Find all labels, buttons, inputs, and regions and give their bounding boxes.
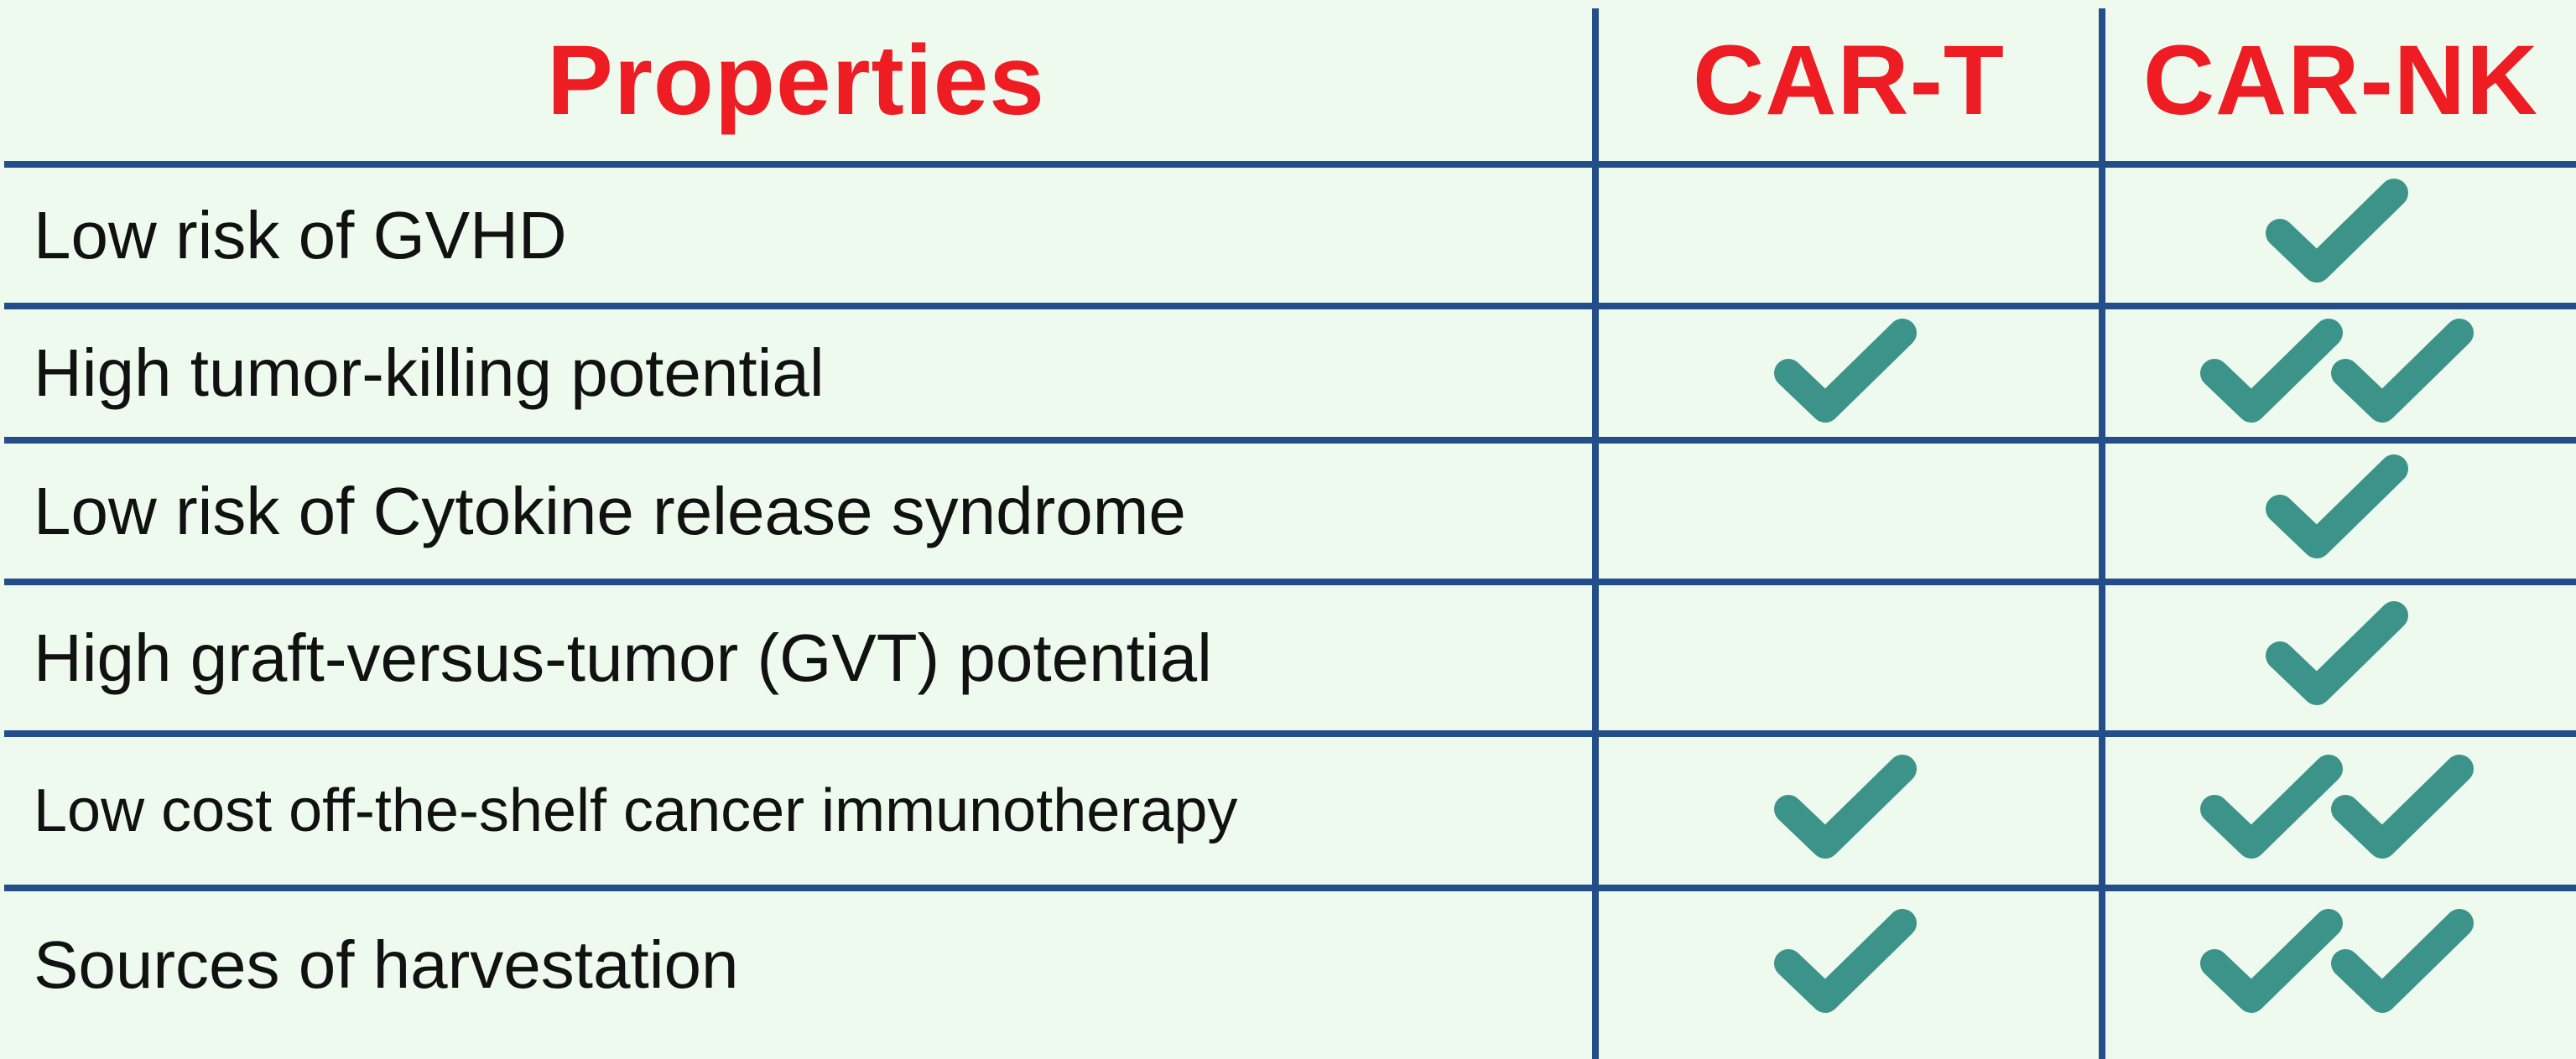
row-divider xyxy=(4,579,2576,585)
checkmark-icon xyxy=(1774,909,1917,1013)
column-divider-car-nk xyxy=(2099,8,2105,1059)
checkmark-icon xyxy=(2200,909,2343,1013)
row-label: High tumor-killing potential xyxy=(34,335,825,410)
checkmark-icon xyxy=(2266,454,2408,558)
header-divider xyxy=(4,161,2576,168)
checkmark-icon xyxy=(2331,319,2474,423)
checkmark-icon xyxy=(1774,755,1917,859)
checkmark-icon xyxy=(2200,755,2343,859)
checkmark-icon xyxy=(2331,755,2474,859)
checkmark-icon xyxy=(2200,319,2343,423)
checkmark-icon xyxy=(2266,601,2408,705)
column-divider-car-t xyxy=(1592,8,1599,1059)
row-label: Low risk of Cytokine release syndrome xyxy=(34,473,1186,548)
row-label: Sources of harvestation xyxy=(34,927,739,1002)
row-label: High graft-versus-tumor (GVT) potential xyxy=(34,620,1212,695)
row-divider xyxy=(4,730,2576,737)
header-car-t: CAR-T xyxy=(1692,25,2006,136)
row-label: Low risk of GVHD xyxy=(34,197,567,273)
checkmark-icon xyxy=(1774,319,1917,423)
header-properties: Properties xyxy=(547,25,1045,136)
row-divider xyxy=(4,885,2576,891)
row-divider xyxy=(4,303,2576,309)
row-label: Low cost off-the-shelf cancer immunother… xyxy=(34,777,1238,844)
checkmark-icon xyxy=(2266,179,2408,283)
checkmark-icon xyxy=(2331,909,2474,1013)
row-divider xyxy=(4,437,2576,444)
header-car-nk: CAR-NK xyxy=(2142,25,2539,136)
